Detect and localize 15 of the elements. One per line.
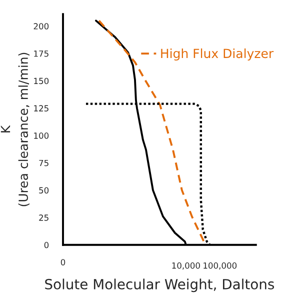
text: 0 [60,259,66,266]
x-tick-label: 100,000 [204,262,237,270]
y-tick-label: 25 [39,214,48,221]
y-tick-label: 175 [34,50,48,57]
y-tick-label: 150 [34,78,49,84]
y-tick-label: 75 [39,160,48,166]
y-tick-label: 100 [34,132,49,139]
y-tick-label: 125 [34,105,48,112]
x-tick-label: 10,000 [172,262,200,270]
legend-label: High Flux Dialyzer [161,48,274,61]
y-axis-title: K (Urea clearance, ml/min) [0,52,30,206]
y-tick-label: 0 [44,242,49,248]
x-axis-title: Solute Molecular Weight, Daltons [45,278,274,292]
y-tick-label: 50 [39,187,49,194]
y-tick-label: 200 [34,23,49,30]
